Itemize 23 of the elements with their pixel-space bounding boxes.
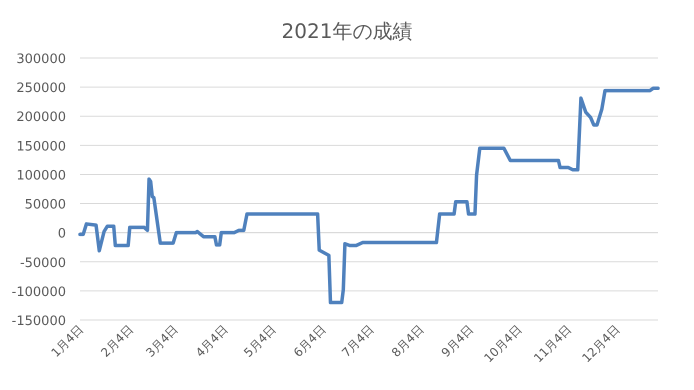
- x-tick-label: 3月4日: [143, 322, 181, 360]
- y-tick-label: 150000: [16, 139, 66, 154]
- x-tick-label: 10月4日: [481, 322, 524, 366]
- line-series: [78, 86, 660, 304]
- x-tick-label: 7月4日: [339, 322, 377, 360]
- y-tick-label: -150000: [12, 314, 66, 329]
- x-tick-label: 6月4日: [290, 322, 329, 360]
- y-tick-label: 50000: [24, 198, 66, 213]
- x-tick-label: 8月4日: [388, 322, 426, 360]
- y-tick-label: 0: [58, 226, 66, 242]
- x-tick-label: 4月4日: [192, 322, 231, 360]
- x-tick-label: 12月4日: [579, 322, 622, 366]
- y-tick-label: 250000: [16, 81, 66, 96]
- x-tick-label: 2月4日: [98, 322, 136, 360]
- x-tick-label: 5月4日: [241, 322, 279, 360]
- y-tick-label: 300000: [16, 52, 66, 67]
- x-tick-label: 11月4日: [531, 322, 574, 366]
- chart-title: 2021年の成績: [282, 19, 412, 43]
- x-tick-label: 9月4日: [438, 322, 476, 360]
- y-tick-label: -50000: [20, 256, 66, 271]
- y-tick-label: 200000: [16, 110, 66, 126]
- y-tick-label: 100000: [16, 168, 66, 184]
- y-tick-label: -100000: [12, 284, 66, 300]
